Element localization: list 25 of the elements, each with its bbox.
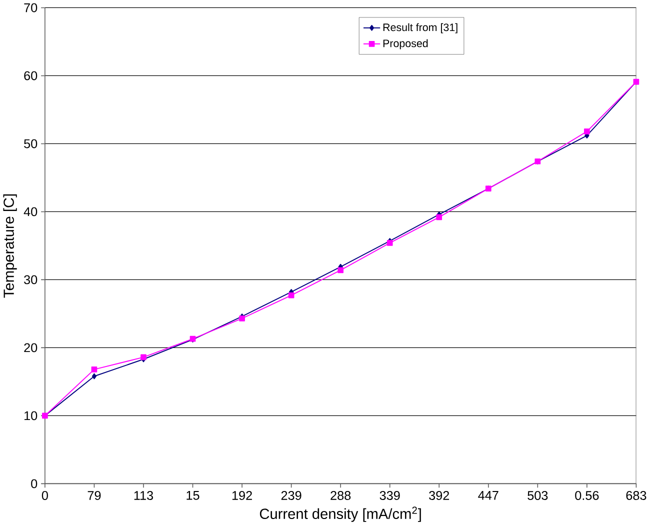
legend-label: Result from [31] — [383, 23, 458, 34]
x-tick-label: 503 — [528, 490, 548, 500]
y-tick-label: 40 — [24, 207, 38, 216]
y-tick-label: 70 — [24, 3, 38, 12]
x-tick-label: 239 — [281, 490, 302, 500]
x-tick-label: 113 — [134, 490, 154, 500]
y-axis-title: Temperature [C] — [3, 194, 17, 298]
x-tick-label: 0.56 — [575, 490, 599, 500]
x-tick-label: 447 — [478, 490, 498, 500]
y-tick-label: 30 — [24, 275, 38, 284]
x-tick-label: 192 — [232, 490, 252, 500]
y-tick-label: 20 — [24, 343, 38, 352]
x-axis-title: Current density [mA/cm$^{2}$] — [260, 506, 421, 522]
x-tick-label: 15 — [186, 490, 200, 500]
y-tick-label: 10 — [24, 411, 38, 420]
y-tick-label: 60 — [24, 71, 38, 80]
legend-label: Proposed — [383, 39, 428, 50]
x-tick-label: 392 — [429, 490, 450, 500]
x-tick-label: 79 — [88, 490, 101, 500]
y-tick-label: 0 — [31, 479, 38, 488]
x-tick-label: 288 — [330, 490, 351, 500]
y-tick-label: 50 — [24, 139, 38, 148]
x-tick-label: 683 — [626, 490, 646, 500]
x-tick-label: 339 — [380, 490, 400, 500]
x-tick-label: 0 — [42, 490, 48, 500]
